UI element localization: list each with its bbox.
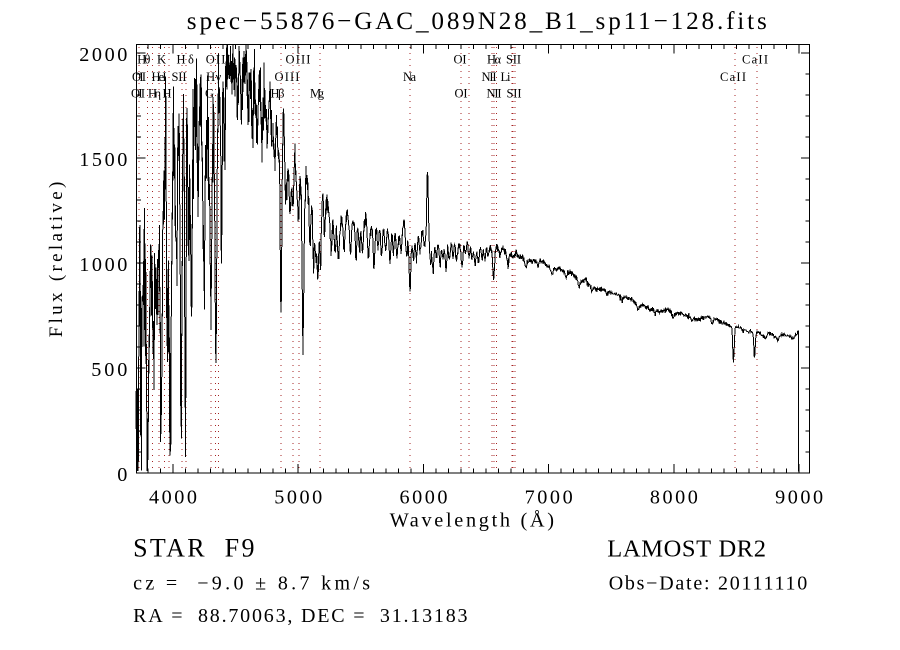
svg-text:Mg: Mg [310, 87, 325, 101]
svg-text:Hδ: Hδ [176, 53, 194, 67]
svg-text:0: 0 [117, 464, 127, 486]
svg-text:cz = −9.0 ± 8.7 km/s: cz = −9.0 ± 8.7 km/s [133, 573, 370, 595]
svg-text:OIII: OIII [275, 70, 300, 84]
svg-text:Flux (relative): Flux (relative) [46, 182, 67, 338]
svg-text:Li: Li [501, 70, 512, 84]
svg-text:Hβ: Hβ [271, 87, 285, 101]
svg-text:HeI: HeI [152, 70, 167, 84]
svg-text:NII: NII [482, 70, 497, 84]
svg-text:STAR F9: STAR F9 [133, 533, 254, 562]
svg-text:H: H [162, 87, 171, 101]
svg-text:G: G [205, 87, 214, 101]
svg-text:Na: Na [403, 70, 416, 84]
svg-text:500: 500 [91, 359, 127, 381]
svg-text:SII: SII [507, 87, 522, 101]
svg-text:CaII: CaII [742, 53, 768, 67]
svg-text:spec−55876−GAC_089N28_B1_sp11−: spec−55876−GAC_089N28_B1_sp11−128.fits [187, 8, 767, 35]
svg-text:Obs−Date: 20111110: Obs−Date: 20111110 [609, 573, 808, 595]
svg-text:Hα: Hα [487, 53, 501, 67]
svg-text:OII: OII [131, 87, 145, 101]
svg-text:OI: OI [455, 87, 468, 101]
svg-text:SII: SII [506, 53, 521, 67]
svg-text:Hθ: Hθ [137, 53, 150, 67]
svg-text:Hγ: Hγ [206, 70, 221, 84]
svg-text:OIII: OIII [206, 53, 231, 67]
svg-text:OI: OI [454, 53, 467, 67]
svg-text:LAMOST DR2: LAMOST DR2 [607, 535, 766, 562]
svg-text:NII: NII [487, 87, 502, 101]
svg-text:CaII: CaII [720, 70, 746, 84]
svg-text:SII: SII [172, 70, 187, 84]
svg-text:OIII: OIII [286, 53, 311, 67]
svg-text:K: K [157, 53, 166, 67]
svg-text:Wavelength (Å): Wavelength (Å) [390, 509, 554, 531]
svg-text:RA = 88.70063, DEC = 31.1318: RA = 88.70063, DEC = 31.13183 [133, 605, 467, 627]
svg-text:Hη: Hη [148, 87, 161, 101]
svg-text:OII: OII [132, 70, 146, 84]
